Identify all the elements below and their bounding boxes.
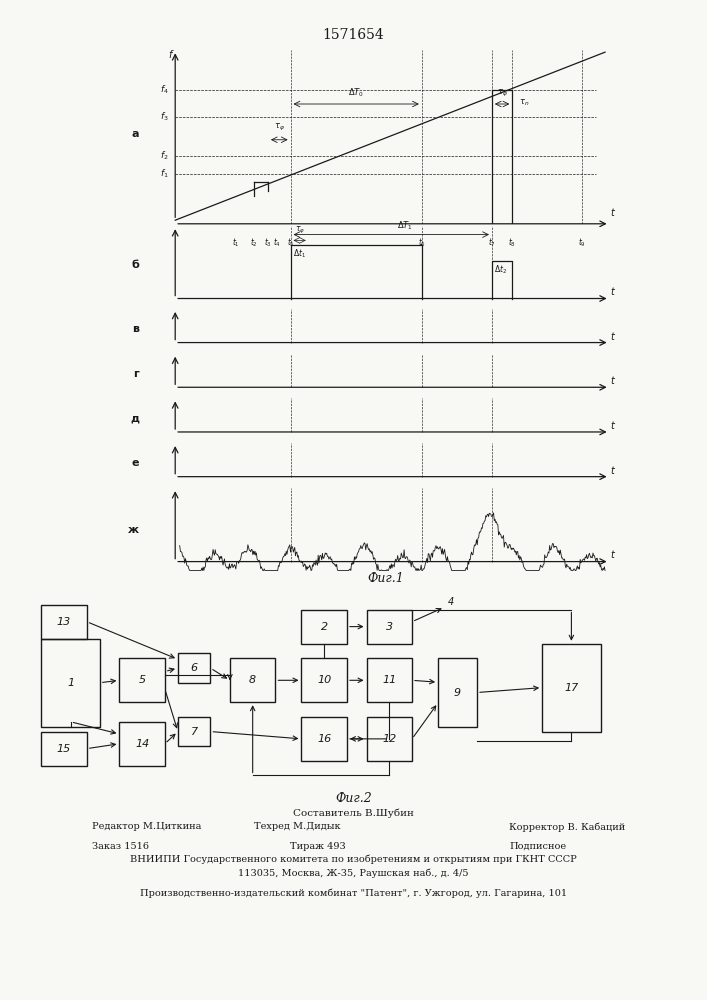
Text: 17: 17 (564, 683, 578, 693)
Text: $t_2$: $t_2$ (250, 236, 258, 249)
Bar (41, 639, 100, 727)
Bar (366, 658, 412, 702)
Bar (119, 658, 165, 702)
Text: t: t (610, 332, 614, 342)
Text: 8: 8 (249, 675, 256, 685)
Bar (301, 717, 347, 761)
Text: 12: 12 (382, 734, 397, 744)
Text: $\tau_n$: $\tau_n$ (519, 98, 530, 108)
Bar (366, 717, 412, 761)
Text: д: д (130, 414, 139, 424)
Text: 13: 13 (57, 617, 71, 627)
Bar (438, 658, 477, 727)
Text: t: t (610, 466, 614, 476)
Text: $f_2$: $f_2$ (160, 150, 168, 162)
Text: $\tau_\varphi$: $\tau_\varphi$ (497, 88, 508, 99)
Text: 1: 1 (67, 678, 74, 688)
Text: $t_8$: $t_8$ (508, 236, 516, 249)
Text: $t_1$: $t_1$ (233, 236, 240, 249)
Text: $\Delta T_1$: $\Delta T_1$ (397, 220, 413, 232)
Bar (178, 653, 211, 683)
Text: Производственно-издательский комбинат "Патент", г. Ужгород, ул. Гагарина, 101: Производственно-издательский комбинат "П… (140, 888, 567, 898)
Text: $t_3$: $t_3$ (264, 236, 272, 249)
Text: Фиг.1: Фиг.1 (367, 572, 404, 585)
Text: $t_4$: $t_4$ (273, 236, 281, 249)
Text: f: f (168, 50, 172, 60)
Text: е: е (132, 458, 139, 468)
Text: 11: 11 (382, 675, 397, 685)
Bar (230, 658, 276, 702)
Bar (301, 610, 347, 644)
Text: 15: 15 (57, 744, 71, 754)
Text: 16: 16 (317, 734, 332, 744)
Text: t: t (610, 376, 614, 386)
Text: $t_6$: $t_6$ (418, 236, 426, 249)
Text: $f_3$: $f_3$ (160, 110, 168, 123)
Text: $f_1$: $f_1$ (160, 167, 168, 180)
Text: ВНИИПИ Государственного комитета по изобретениям и открытиям при ГКНТ СССР: ВНИИПИ Государственного комитета по изоб… (130, 855, 577, 864)
Text: б: б (131, 260, 139, 270)
Text: $t_7$: $t_7$ (488, 236, 496, 249)
Text: Техред М.Дидык: Техред М.Дидык (254, 822, 340, 831)
Text: 6: 6 (191, 663, 198, 673)
Text: $t_5$: $t_5$ (286, 236, 295, 249)
Text: ж: ж (128, 525, 139, 535)
Bar (178, 717, 211, 746)
Text: $\Delta t_1$: $\Delta t_1$ (293, 247, 306, 260)
Bar (41, 732, 87, 766)
Text: 1571654: 1571654 (322, 28, 385, 42)
Text: t: t (610, 287, 614, 297)
Text: 7: 7 (191, 727, 198, 737)
Bar (366, 610, 412, 644)
Text: 9: 9 (454, 688, 461, 698)
Text: 2: 2 (321, 622, 328, 632)
Text: $\Delta T_0$: $\Delta T_0$ (348, 86, 364, 99)
Text: $\tau_\varphi$: $\tau_\varphi$ (295, 225, 305, 236)
Bar (119, 722, 165, 766)
Text: $t_9$: $t_9$ (578, 236, 586, 249)
Text: Корректор В. Кабаций: Корректор В. Кабаций (509, 822, 625, 832)
Text: а: а (132, 129, 139, 139)
Text: $\Delta t_2$: $\Delta t_2$ (494, 264, 508, 276)
Bar (301, 658, 347, 702)
Text: 4: 4 (448, 597, 454, 607)
Text: $f_4$: $f_4$ (160, 83, 168, 96)
Bar (41, 605, 87, 639)
Text: г: г (133, 369, 139, 379)
Text: Фиг.2: Фиг.2 (335, 792, 372, 805)
Text: в: в (132, 324, 139, 334)
Text: 5: 5 (139, 675, 146, 685)
Text: Редактор М.Циткина: Редактор М.Циткина (92, 822, 201, 831)
Text: t: t (610, 208, 614, 218)
Text: t: t (610, 550, 614, 560)
Text: 14: 14 (135, 739, 149, 749)
Text: 3: 3 (386, 622, 393, 632)
Text: Составитель В.Шубин: Составитель В.Шубин (293, 808, 414, 818)
Bar (542, 644, 601, 732)
Text: Подписное: Подписное (509, 842, 566, 851)
Text: Заказ 1516: Заказ 1516 (92, 842, 149, 851)
Text: Тираж 493: Тираж 493 (291, 842, 346, 851)
Text: t: t (610, 421, 614, 431)
Text: $\tau_\varphi$: $\tau_\varphi$ (274, 122, 285, 133)
Text: 10: 10 (317, 675, 332, 685)
Text: 113035, Москва, Ж-35, Раушская наб., д. 4/5: 113035, Москва, Ж-35, Раушская наб., д. … (238, 868, 469, 878)
